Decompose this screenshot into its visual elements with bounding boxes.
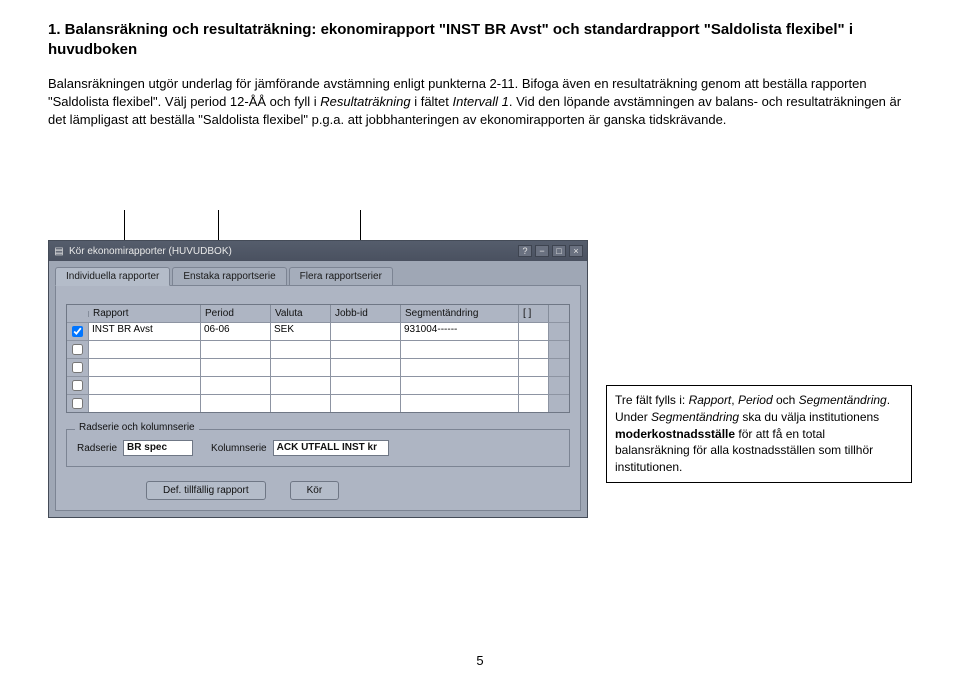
maximize-button[interactable]: □ bbox=[552, 245, 566, 257]
cell-jobbid[interactable] bbox=[331, 323, 401, 340]
col-last: [ ] bbox=[519, 305, 549, 322]
table-row bbox=[67, 340, 569, 358]
titlebar: ▤ Kör ekonomirapporter (HUVUDBOK) ? − □ … bbox=[49, 241, 587, 261]
cell-period[interactable] bbox=[201, 377, 271, 394]
field-row: Radserie BR spec Kolumnserie ACK UTFALL … bbox=[77, 440, 559, 456]
report-grid: Rapport Period Valuta Jobb-id Segmentänd… bbox=[66, 304, 570, 413]
cell-valuta[interactable] bbox=[271, 377, 331, 394]
cell-rapport[interactable] bbox=[89, 377, 201, 394]
row-checkbox[interactable] bbox=[67, 359, 89, 376]
radserie-group: Radserie och kolumnserie Radserie BR spe… bbox=[66, 429, 570, 467]
cell-rapport[interactable] bbox=[89, 395, 201, 412]
table-row bbox=[67, 376, 569, 394]
cell-rapport[interactable] bbox=[89, 341, 201, 358]
radserie-input[interactable]: BR spec bbox=[123, 440, 193, 456]
intro-paragraph: Balansräkningen utgör underlag för jämfö… bbox=[48, 75, 912, 130]
cell-segment[interactable]: 931004------ bbox=[401, 323, 519, 340]
cell-segment[interactable] bbox=[401, 395, 519, 412]
col-jobbid: Jobb-id bbox=[331, 305, 401, 322]
def-tillfallig-button[interactable]: Def. tillfällig rapport bbox=[146, 481, 266, 500]
tab-panel: Rapport Period Valuta Jobb-id Segmentänd… bbox=[55, 285, 581, 511]
row-checkbox[interactable] bbox=[67, 323, 89, 340]
table-row bbox=[67, 358, 569, 376]
callout-italic: Rapport bbox=[689, 393, 732, 407]
row-checkbox[interactable] bbox=[67, 395, 89, 412]
cell-jobbid[interactable] bbox=[331, 359, 401, 376]
callout-text: och bbox=[773, 393, 799, 407]
cell-period[interactable] bbox=[201, 341, 271, 358]
section-heading: 1. Balansräkning och resultaträkning: ek… bbox=[48, 20, 912, 61]
button-row: Def. tillfällig rapport Kör bbox=[66, 481, 570, 500]
table-row: INST BR Avst 06-06 SEK 931004------ bbox=[67, 322, 569, 340]
callout-text: , bbox=[731, 393, 738, 407]
app-icon: ▤ bbox=[53, 245, 65, 257]
col-segment: Segmentändring bbox=[401, 305, 519, 322]
report-window: ▤ Kör ekonomirapporter (HUVUDBOK) ? − □ … bbox=[48, 240, 588, 518]
kor-button[interactable]: Kör bbox=[290, 481, 340, 500]
grid-header: Rapport Period Valuta Jobb-id Segmentänd… bbox=[67, 305, 569, 322]
groupbox-title: Radserie och kolumnserie bbox=[75, 422, 199, 433]
cell-rapport[interactable]: INST BR Avst bbox=[89, 323, 201, 340]
kolumn-label: Kolumnserie bbox=[211, 443, 267, 454]
cell-jobbid[interactable] bbox=[331, 341, 401, 358]
cell-segment[interactable] bbox=[401, 377, 519, 394]
col-rapport: Rapport bbox=[89, 305, 201, 322]
col-period: Period bbox=[201, 305, 271, 322]
col-blank bbox=[67, 311, 89, 317]
cell-last[interactable] bbox=[519, 359, 549, 376]
kolumn-pair: Kolumnserie ACK UTFALL INST kr bbox=[211, 440, 389, 456]
radserie-pair: Radserie BR spec bbox=[77, 440, 193, 456]
page-number: 5 bbox=[0, 653, 960, 668]
callout-text: Tre fält fylls i: bbox=[615, 393, 689, 407]
callout-italic: Segmentändring bbox=[651, 410, 739, 424]
tab-enstaka[interactable]: Enstaka rapportserie bbox=[172, 267, 286, 285]
cell-valuta[interactable]: SEK bbox=[271, 323, 331, 340]
para-italic-1: Resultaträkning bbox=[320, 94, 410, 109]
cell-segment[interactable] bbox=[401, 341, 519, 358]
row-checkbox[interactable] bbox=[67, 377, 89, 394]
cell-period[interactable] bbox=[201, 395, 271, 412]
callout-italic: Segmentändring bbox=[799, 393, 887, 407]
col-valuta: Valuta bbox=[271, 305, 331, 322]
table-row bbox=[67, 394, 569, 412]
callout-italic: Period bbox=[738, 393, 773, 407]
cell-last[interactable] bbox=[519, 395, 549, 412]
cell-period[interactable]: 06-06 bbox=[201, 323, 271, 340]
window-title: Kör ekonomirapporter (HUVUDBOK) bbox=[69, 246, 514, 257]
cell-rapport[interactable] bbox=[89, 359, 201, 376]
callout-bold: moderkostnadsställe bbox=[615, 427, 735, 441]
close-button[interactable]: × bbox=[569, 245, 583, 257]
tab-flera[interactable]: Flera rapportserier bbox=[289, 267, 393, 285]
cell-valuta[interactable] bbox=[271, 341, 331, 358]
cell-jobbid[interactable] bbox=[331, 395, 401, 412]
cell-jobbid[interactable] bbox=[331, 377, 401, 394]
tab-individuella[interactable]: Individuella rapporter bbox=[55, 267, 170, 286]
callout-text: ska du välja institutionens bbox=[739, 410, 879, 424]
cell-valuta[interactable] bbox=[271, 359, 331, 376]
cell-last[interactable] bbox=[519, 341, 549, 358]
tabs: Individuella rapporter Enstaka rapportse… bbox=[49, 261, 587, 285]
cell-last[interactable] bbox=[519, 377, 549, 394]
cell-period[interactable] bbox=[201, 359, 271, 376]
cell-valuta[interactable] bbox=[271, 395, 331, 412]
radserie-label: Radserie bbox=[77, 443, 117, 454]
para-italic-2: Intervall 1 bbox=[453, 94, 509, 109]
cell-segment[interactable] bbox=[401, 359, 519, 376]
help-button[interactable]: ? bbox=[518, 245, 532, 257]
window-controls: ? − □ × bbox=[518, 245, 583, 257]
cell-last[interactable] bbox=[519, 323, 549, 340]
para-text: i fältet bbox=[411, 94, 453, 109]
row-checkbox[interactable] bbox=[67, 341, 89, 358]
kolumn-input[interactable]: ACK UTFALL INST kr bbox=[273, 440, 389, 456]
minimize-button[interactable]: − bbox=[535, 245, 549, 257]
callout-box: Tre fält fylls i: Rapport, Period och Se… bbox=[606, 385, 912, 483]
